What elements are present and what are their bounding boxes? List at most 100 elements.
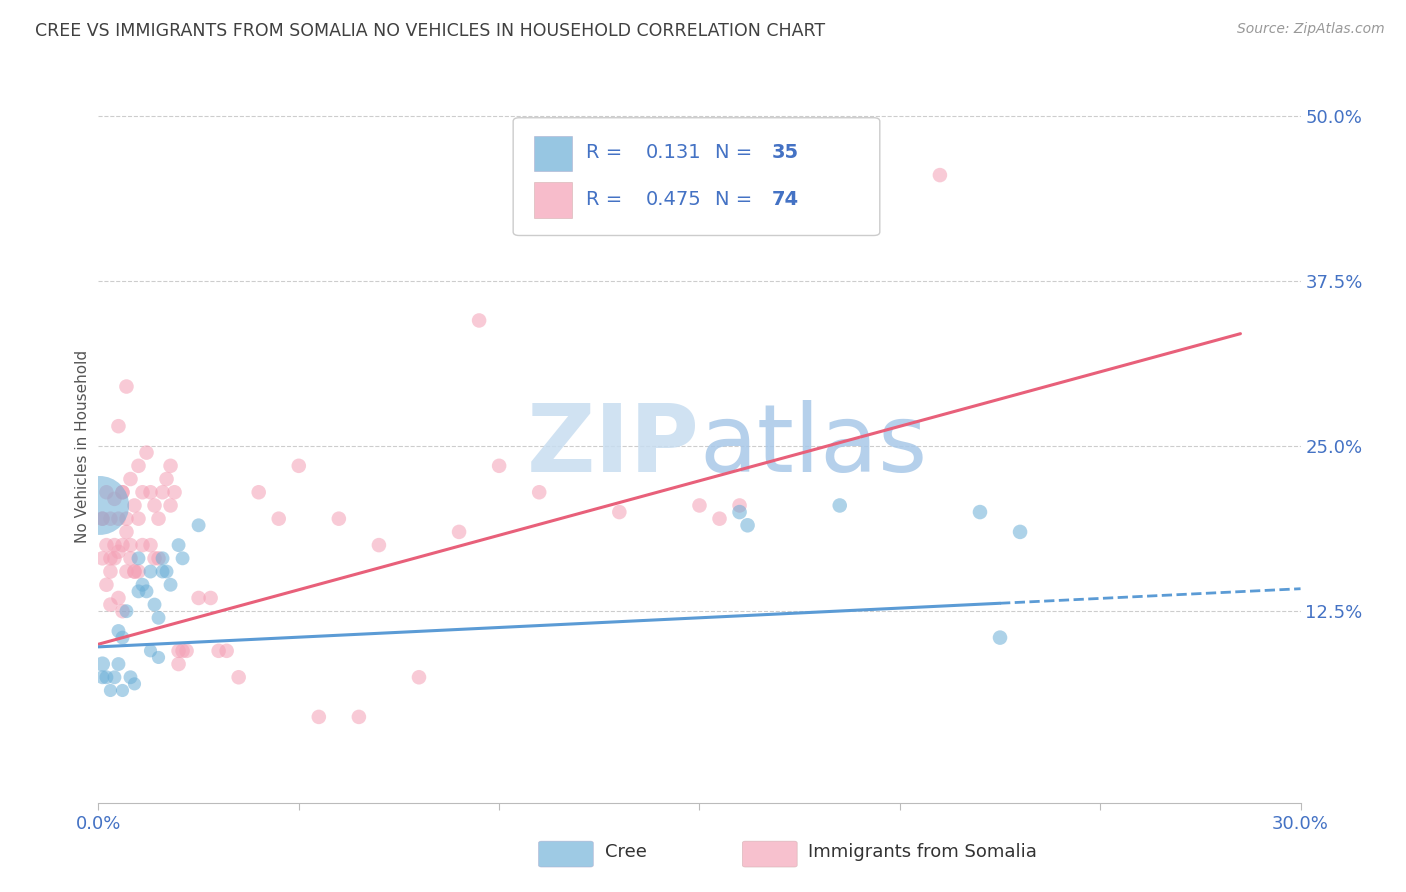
Point: [172, 551, 194, 566]
Point: [447, 524, 470, 539]
Point: [155, 472, 177, 486]
Point: [91, 551, 114, 566]
Point: [187, 518, 209, 533]
Y-axis label: No Vehicles in Household: No Vehicles in Household: [75, 350, 90, 542]
Point: [167, 538, 190, 552]
Text: CREE VS IMMIGRANTS FROM SOMALIA NO VEHICLES IN HOUSEHOLD CORRELATION CHART: CREE VS IMMIGRANTS FROM SOMALIA NO VEHIC…: [35, 22, 825, 40]
Point: [107, 657, 129, 671]
Point: [167, 657, 190, 671]
Point: [488, 458, 510, 473]
Point: [128, 584, 150, 599]
Point: [152, 565, 174, 579]
Text: Immigrants from Somalia: Immigrants from Somalia: [808, 843, 1038, 861]
Point: [115, 524, 138, 539]
FancyBboxPatch shape: [513, 118, 880, 235]
Point: [107, 624, 129, 638]
Point: [111, 485, 134, 500]
Point: [107, 545, 129, 559]
Point: [155, 565, 177, 579]
Text: 0.475: 0.475: [645, 190, 702, 209]
Point: [120, 472, 142, 486]
Point: [159, 458, 181, 473]
Point: [128, 551, 150, 566]
Point: [103, 538, 125, 552]
Point: [103, 670, 125, 684]
Point: [131, 538, 153, 552]
Point: [159, 499, 181, 513]
Point: [100, 598, 122, 612]
Text: R =: R =: [586, 144, 628, 162]
Point: [135, 584, 157, 599]
Point: [187, 591, 209, 605]
Point: [91, 511, 114, 525]
Point: [115, 511, 138, 525]
Point: [215, 644, 238, 658]
Point: [139, 485, 162, 500]
Point: [267, 511, 290, 525]
Point: [208, 644, 231, 658]
Point: [96, 578, 118, 592]
Point: [100, 551, 122, 566]
Point: [408, 670, 430, 684]
Text: N =: N =: [716, 190, 759, 209]
Point: [709, 511, 731, 525]
Point: [172, 644, 194, 658]
Point: [988, 631, 1011, 645]
Point: [689, 499, 711, 513]
Point: [124, 565, 146, 579]
Point: [308, 710, 330, 724]
Point: [148, 650, 170, 665]
Point: [1010, 524, 1032, 539]
Point: [143, 551, 166, 566]
Point: [120, 538, 142, 552]
Text: Source: ZipAtlas.com: Source: ZipAtlas.com: [1237, 22, 1385, 37]
Point: [107, 591, 129, 605]
Point: [91, 657, 114, 671]
Point: [828, 499, 851, 513]
Point: [115, 604, 138, 618]
Point: [148, 551, 170, 566]
Point: [728, 505, 751, 519]
Point: [107, 419, 129, 434]
Point: [247, 485, 270, 500]
Point: [288, 458, 311, 473]
Text: R =: R =: [586, 190, 628, 209]
Point: [929, 168, 952, 182]
Point: [159, 578, 181, 592]
Point: [128, 458, 150, 473]
Point: [128, 511, 150, 525]
Point: [96, 485, 118, 500]
Point: [737, 518, 759, 533]
Point: [91, 670, 114, 684]
Point: [91, 511, 114, 525]
Point: [347, 710, 370, 724]
Point: [100, 565, 122, 579]
Point: [111, 604, 134, 618]
Point: [124, 499, 146, 513]
Point: [120, 670, 142, 684]
Point: [148, 611, 170, 625]
Point: [152, 551, 174, 566]
Text: ZIP: ZIP: [527, 400, 700, 492]
Point: [609, 505, 631, 519]
Point: [100, 511, 122, 525]
Point: [111, 485, 134, 500]
Point: [89, 499, 111, 513]
Bar: [534, 182, 572, 218]
Point: [328, 511, 350, 525]
Point: [115, 379, 138, 393]
Point: [111, 683, 134, 698]
Point: [120, 551, 142, 566]
Point: [163, 485, 186, 500]
Text: 35: 35: [772, 144, 799, 162]
Point: [143, 499, 166, 513]
Point: [111, 631, 134, 645]
Text: 0.131: 0.131: [645, 144, 702, 162]
Point: [176, 644, 198, 658]
Point: [969, 505, 991, 519]
Point: [143, 598, 166, 612]
Point: [128, 565, 150, 579]
Text: N =: N =: [716, 144, 759, 162]
Point: [131, 485, 153, 500]
Point: [103, 551, 125, 566]
